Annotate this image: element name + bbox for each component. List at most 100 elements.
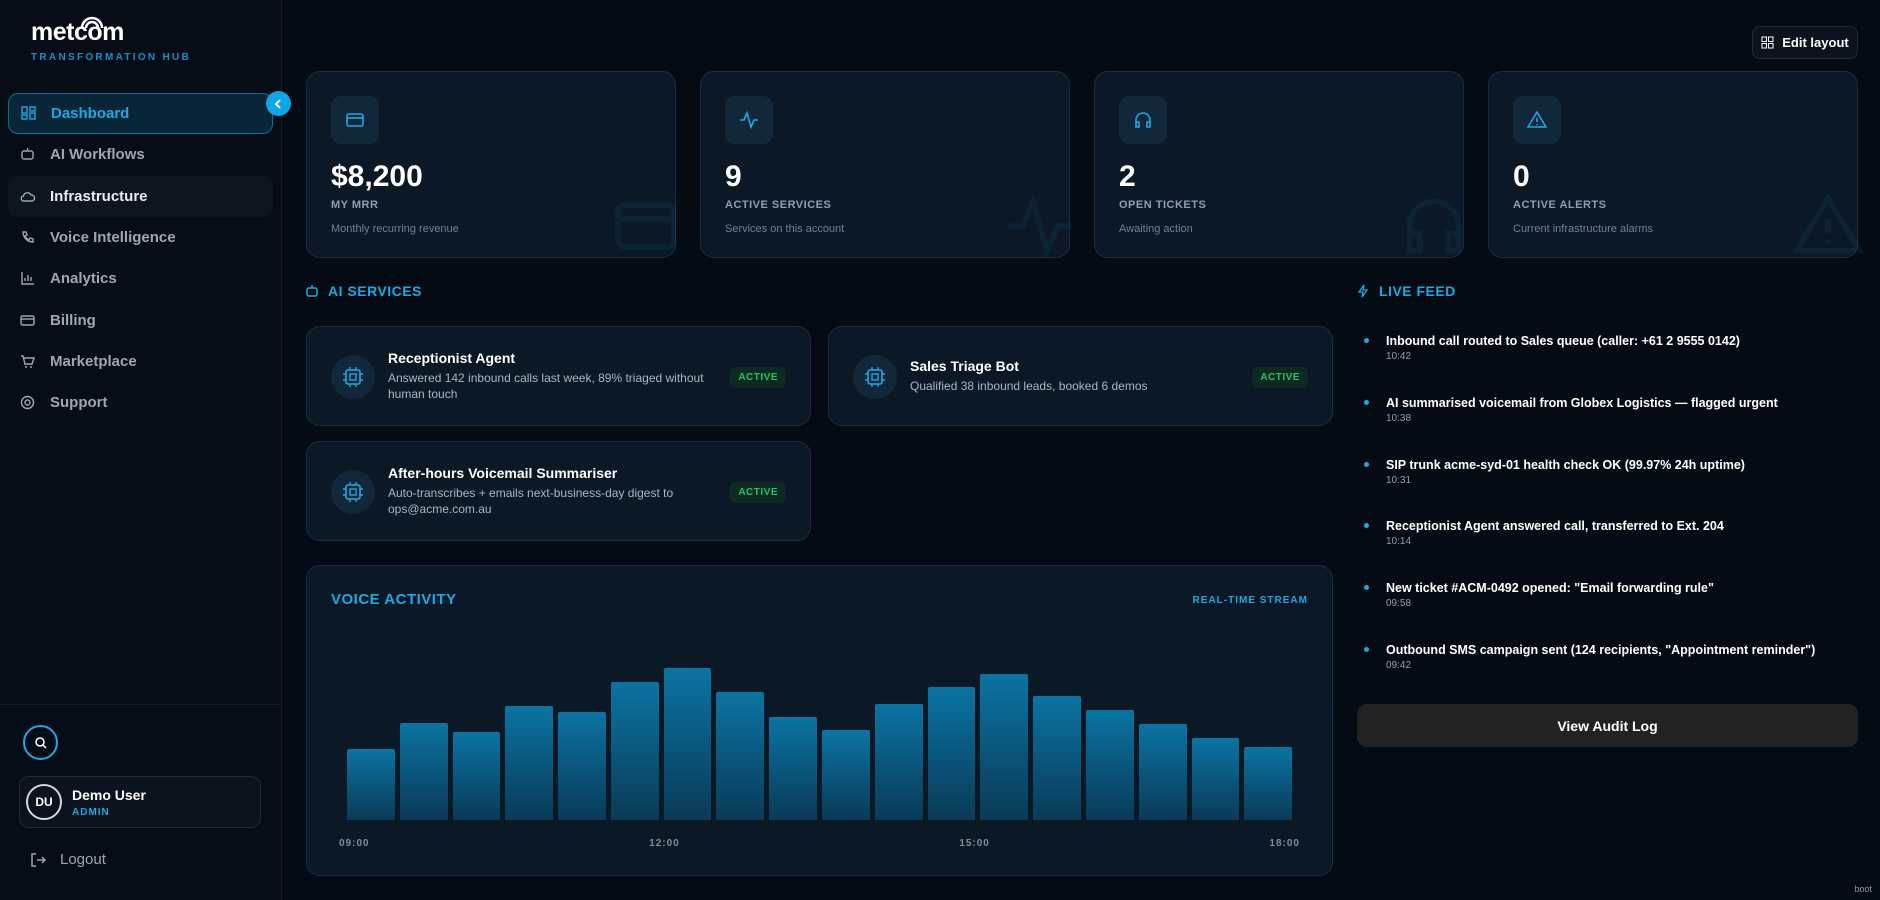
nav-item[interactable]: Infrastructure [8, 175, 273, 217]
x-tick-label: 09:00 [339, 838, 370, 849]
feed-dot [1364, 338, 1369, 343]
service-description: Answered 142 inbound calls last week, 89… [388, 371, 704, 401]
nav-item[interactable]: Voice Intelligence [8, 217, 273, 258]
divider [0, 704, 282, 705]
stat-icon [331, 96, 379, 144]
feed-time: 09:58 [1386, 598, 1412, 610]
voice-activity-title: VOICE ACTIVITY [331, 591, 457, 608]
bar [927, 686, 976, 820]
stat-caption: Monthly recurring revenue [331, 223, 459, 235]
feed-item: New ticket #ACM-0492 opened: "Email forw… [1364, 581, 1854, 609]
nav-item[interactable]: Billing [8, 300, 273, 341]
stat-caption: Services on this account [725, 223, 845, 235]
feed-item: Outbound SMS campaign sent (124 recipien… [1364, 643, 1854, 671]
feed-text: Receptionist Agent answered call, transf… [1386, 519, 1724, 534]
nav-item[interactable]: Marketplace [8, 341, 273, 382]
bar [874, 703, 923, 820]
ai-services-title: AI SERVICES [328, 283, 422, 299]
bar [716, 691, 765, 820]
search-button[interactable] [23, 725, 58, 760]
bar [610, 682, 659, 820]
nav-label: AI Workflows [50, 146, 145, 164]
nav-label: Dashboard [51, 105, 130, 122]
user-name: Demo User [72, 787, 146, 803]
bar [1138, 724, 1187, 820]
nav-label: Infrastructure [50, 187, 148, 205]
stat-card: 0 ACTIVE ALERTS Current infrastructure ala… [1488, 71, 1865, 258]
service-text: Sales Triage Bot Qualified 38 inbound lea… [910, 327, 1230, 425]
feed-text: AI summarised voicemail from Globex Logi… [1386, 395, 1778, 410]
stat-value: $8,200 [331, 160, 423, 193]
service-card: Sales Triage Bot Qualified 38 inbound lea… [828, 326, 1333, 426]
service-text: Receptionist Agent Answered 142 inbound c… [388, 327, 708, 425]
logout[interactable]: Logout [30, 851, 106, 868]
edit-layout-label: Edit layout [1782, 35, 1849, 50]
stat-value: 0 [1513, 160, 1530, 193]
feed-dot [1364, 647, 1369, 652]
nav-icon [20, 314, 35, 326]
service-icon [853, 355, 897, 399]
ai-services-heading: AI SERVICES [306, 283, 422, 299]
user-card[interactable]: DU Demo User ADMIN [19, 776, 261, 828]
bar [505, 706, 554, 820]
nav-item[interactable]: Support [8, 382, 273, 423]
nav-item[interactable]: Analytics [8, 258, 273, 299]
nav-item[interactable]: Dashboard [8, 93, 273, 134]
footer-text: boot [1854, 884, 1872, 894]
nav-icon [21, 148, 34, 160]
stat-card: 2 OPEN TICKETS Awaiting action [1094, 71, 1464, 258]
service-icon [331, 355, 375, 399]
service-card: After-hours Voicemail Summariser Auto-tra… [306, 441, 811, 541]
nav-icon [22, 231, 34, 243]
nav-icon [21, 272, 34, 285]
nav-icon [21, 106, 36, 120]
nav-icon [20, 191, 36, 202]
stat-watermark [1399, 191, 1469, 261]
edit-layout-button[interactable]: Edit layout [1752, 26, 1858, 59]
stat-value: 9 [725, 160, 742, 193]
logout-label: Logout [60, 851, 106, 868]
feed-item: Inbound call routed to Sales queue (call… [1364, 334, 1854, 362]
service-description: Auto-transcribes + emails next-business-… [388, 486, 674, 516]
stat-icon [725, 96, 773, 144]
service-status: ACTIVE [730, 482, 786, 503]
nav-label: Voice Intelligence [50, 228, 176, 246]
feed-dot [1364, 399, 1369, 405]
nav-item[interactable]: AI Workflows [8, 134, 273, 175]
bar [822, 730, 870, 820]
x-tick-label: 18:00 [1269, 838, 1300, 849]
stat-icon [1119, 96, 1167, 144]
service-status: ACTIVE [1252, 367, 1308, 388]
feed-dot [1364, 461, 1369, 467]
feed-time: 10:38 [1386, 412, 1412, 424]
stat-label: MY MRR [331, 199, 379, 211]
feed-text: Inbound call routed to Sales queue (call… [1386, 334, 1740, 348]
nav-label: Billing [50, 311, 96, 329]
bar [1033, 696, 1081, 820]
stat-watermark [1005, 191, 1075, 261]
nav-label: Support [50, 394, 108, 412]
brand-name: metcom [31, 18, 124, 46]
bar [399, 722, 448, 820]
feed-time: 10:42 [1386, 351, 1412, 362]
view-audit-log-button[interactable]: View Audit Log [1357, 704, 1858, 747]
nav-icon [20, 395, 35, 410]
feed-item: AI summarised voicemail from Globex Logi… [1364, 396, 1854, 424]
collapse-button[interactable] [266, 91, 291, 116]
feed-time: 10:31 [1386, 474, 1412, 486]
x-axis: 09:00 12:00 15:00 18:00 [339, 838, 1300, 849]
service-name: Sales Triage Bot [910, 358, 1019, 374]
stat-label: ACTIVE SERVICES [725, 199, 832, 211]
bar [663, 667, 712, 820]
stat-watermark [611, 191, 681, 261]
stat-card: $8,200 MY MRR Monthly recurring revenue [306, 71, 677, 258]
service-status: ACTIVE [730, 367, 786, 388]
feed-dot [1364, 523, 1369, 529]
bar [769, 716, 818, 820]
stat-label: ACTIVE ALERTS [1513, 199, 1607, 211]
stat-watermark [1791, 191, 1865, 261]
service-description: Qualified 38 inbound leads, booked 6 dem… [910, 379, 1148, 393]
voice-activity-card: VOICE ACTIVITY REAL-TIME STREAM 09:00 12:… [306, 565, 1333, 876]
brand-tagline: TRANSFORMATION HUB [31, 52, 192, 63]
